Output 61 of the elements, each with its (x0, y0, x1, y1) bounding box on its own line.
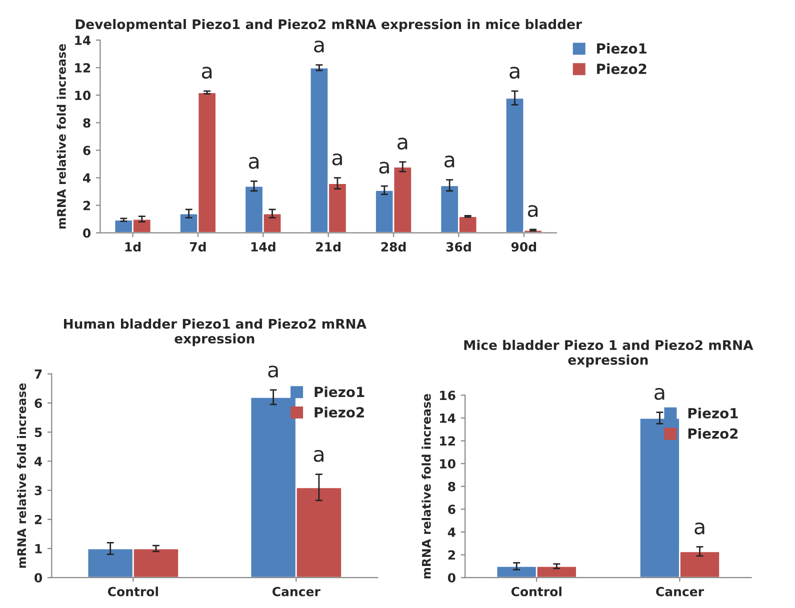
legend-label: Piezo2 (688, 428, 738, 439)
y-tick-label: 8 (83, 118, 90, 128)
x-tick-label: Control (108, 586, 158, 596)
y-tick-label: 7 (34, 370, 42, 379)
annotation: a (654, 388, 664, 400)
y-tick-label: 12 (440, 436, 455, 446)
y-tick-label: 6 (34, 398, 42, 408)
annotation: a (528, 205, 538, 218)
x-tick-label: Cancer (272, 586, 320, 596)
chart-title: Mice bladder Piezo 1 and Piezo2 mRNA expression (464, 340, 754, 368)
y-tick-label: 14 (75, 36, 91, 45)
annotation: a (202, 66, 212, 79)
y-tick-label: 2 (83, 200, 90, 210)
y-tick-label: 16 (440, 390, 456, 400)
y-tick-label: 4 (83, 173, 91, 183)
x-tick-label: 14d (251, 242, 276, 252)
y-tick-label: 2 (448, 550, 455, 560)
y-tick-label: 6 (83, 146, 90, 156)
legend-label: Piezo1 (688, 408, 738, 418)
y-tick-label: 6 (448, 504, 456, 514)
y-tick-label: 3 (34, 486, 42, 496)
annotation: a (444, 156, 454, 168)
y-tick-label: 0 (448, 573, 456, 583)
y-tick-label: 4 (34, 456, 42, 466)
legend-label: Piezo2 (597, 63, 646, 74)
x-tick-label: Cancer (656, 586, 704, 596)
x-tick-label: 7d (190, 242, 206, 252)
y-tick-label: 12 (75, 63, 90, 72)
x-tick-label: 90d (511, 242, 536, 252)
y-tick-label: 5 (34, 428, 42, 438)
y-tick-label: 14 (440, 414, 456, 423)
legend-label: Piezo1 (597, 42, 646, 54)
y-tick-label: 0 (34, 573, 42, 583)
chart-title: Developmental Piezo1 and Piezo2 mRNA expression in mice bladder (76, 18, 582, 32)
annotation: a (379, 162, 389, 174)
y-tick-label: 2 (34, 514, 42, 524)
x-tick-label: 21d (316, 242, 340, 252)
chart-title: Human bladder Piezo1 and Piezo2 mRNA expression (64, 318, 366, 346)
legend-label: Piezo2 (314, 406, 364, 418)
annotation: a (268, 366, 278, 378)
y-tick-label: 4 (448, 528, 456, 537)
y-tick-label: 10 (75, 90, 91, 100)
annotation: a (248, 156, 259, 169)
y-tick-label: 0 (83, 228, 91, 238)
y-axis-title: mRNA relative fold increase (16, 383, 26, 568)
annotation: a (398, 138, 408, 150)
y-tick-label: 10 (440, 459, 456, 469)
annotation: a (510, 66, 520, 79)
x-tick-label: 28d (381, 242, 406, 252)
legend-label: Piezo1 (314, 386, 364, 398)
annotation: a (314, 40, 324, 53)
y-tick-label: 8 (448, 482, 456, 492)
annotation: a (694, 522, 704, 534)
y-axis-title: mRNA relative fold increase (422, 394, 431, 578)
x-tick-label: 36d (446, 242, 471, 252)
annotation: a (332, 153, 342, 166)
x-tick-label: 1d (125, 242, 141, 252)
x-tick-label: Control (511, 586, 562, 596)
y-tick-label: 1 (35, 544, 42, 554)
annotation: a (314, 450, 324, 462)
y-axis-title: mRNA relative fold increase (56, 44, 66, 229)
